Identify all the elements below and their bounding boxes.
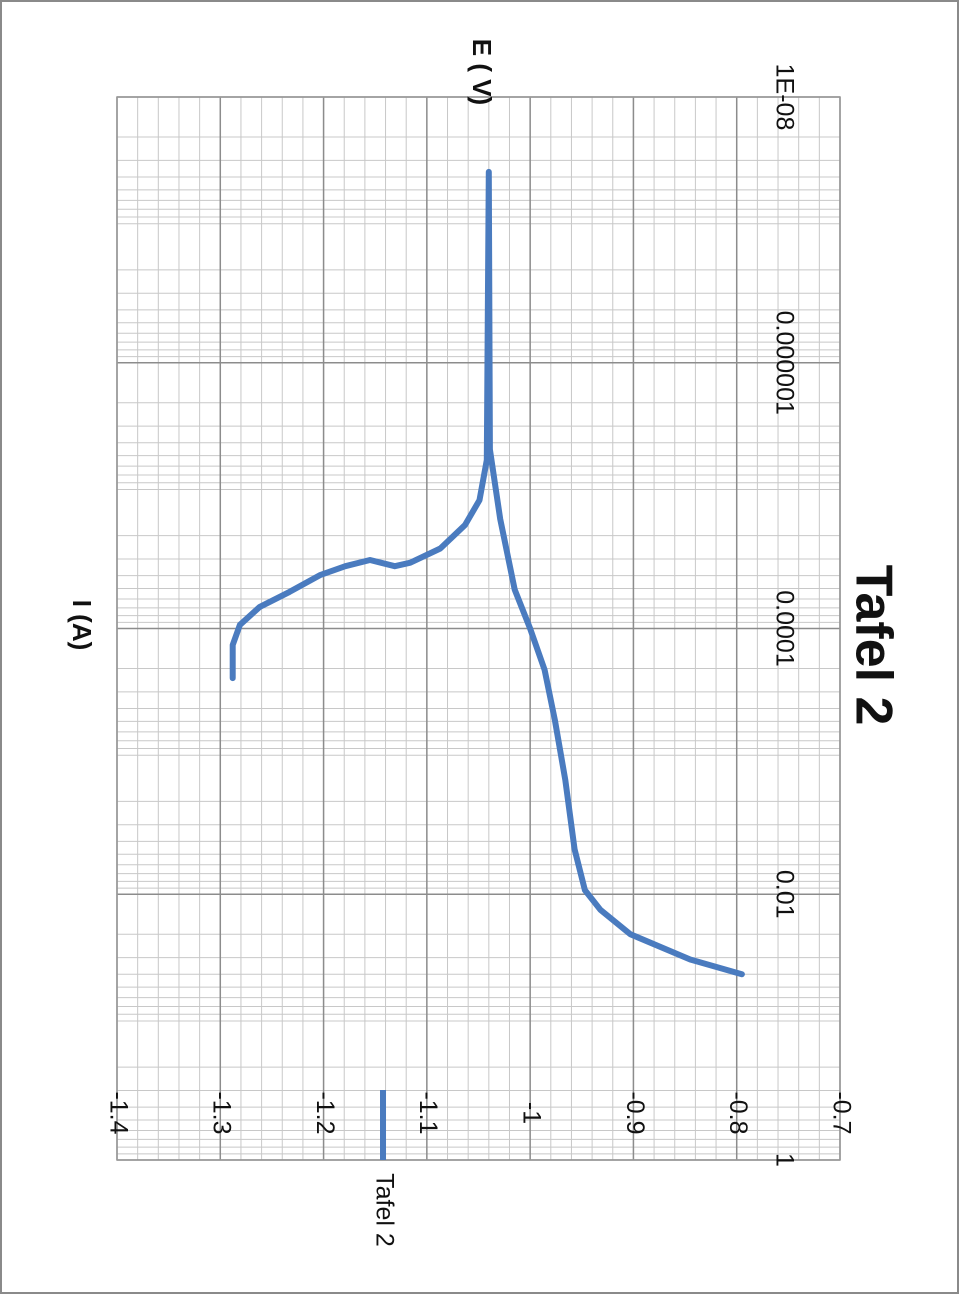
y-tick-label: -1.4	[104, 1091, 132, 1134]
y-tick-label: -1.1	[414, 1091, 442, 1134]
chart-title: Tafel 2	[844, 565, 902, 726]
x-tick-label: 1	[770, 1153, 798, 1167]
y-tick-label: -1.3	[208, 1091, 236, 1134]
x-tick-label: 0.01	[770, 870, 798, 919]
y-tick-label: -1.2	[311, 1091, 339, 1134]
plot-area	[116, 96, 841, 1161]
x-tick-label: 0.000001	[770, 311, 798, 415]
x-axis-title: I (A)	[67, 600, 97, 651]
marks	[229, 168, 745, 978]
y-tick-label: -0.9	[621, 1091, 649, 1134]
y-axis-title: E ( V)	[467, 39, 497, 105]
x-tick-label: 1E-08	[770, 64, 798, 131]
series-line	[229, 168, 745, 978]
y-tick-label: -1	[518, 1102, 546, 1124]
y-tick-label: -0.8	[724, 1091, 752, 1134]
legend-label: Tafel 2	[370, 1173, 398, 1247]
x-tick-label: 0.0001	[770, 590, 798, 666]
y-tick-label: -0.7	[827, 1091, 855, 1134]
